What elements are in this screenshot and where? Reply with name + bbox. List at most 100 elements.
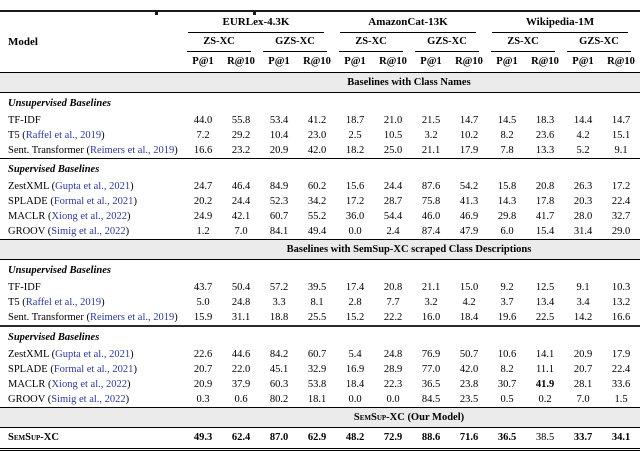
metric-header-p1: P@1: [572, 56, 594, 67]
value-cell: 84.1: [269, 226, 289, 237]
value-cell: 76.9: [421, 349, 441, 360]
value-cell: 15.4: [535, 226, 555, 237]
value-cell: 3.2: [424, 297, 438, 308]
value-cell: 87.4: [421, 226, 441, 237]
value-cell: 16.6: [611, 312, 631, 323]
value-cell: 48.2: [345, 432, 365, 443]
value-cell: 14.2: [573, 312, 593, 323]
value-cell: 45.1: [269, 364, 289, 375]
value-cell: 84.5: [421, 394, 441, 405]
value-cell: 34.1: [611, 432, 631, 443]
value-cell: 84.9: [269, 181, 289, 192]
section-band: SemSup-XC (Our Model): [0, 407, 640, 428]
table-row: SPLADE (Formal et al., 2021) 20.7 22.0 45.1…: [0, 362, 640, 377]
group-subheader: Unsupervised Baselines: [8, 265, 111, 276]
value-cell: 87.0: [269, 432, 289, 443]
table-body: Baselines with Class Names Unsupervised B…: [0, 72, 640, 449]
value-cell: 17.9: [459, 145, 479, 156]
citation-link[interactable]: Simig et al., 2022: [51, 226, 126, 237]
citation-link[interactable]: Formal et al., 2021: [53, 364, 134, 375]
value-cell: 62.4: [231, 432, 251, 443]
value-cell: 15.9: [193, 312, 213, 323]
table-row: GROOV (Simig et al., 2022) 1.2 7.0 84.1 49.4…: [0, 224, 640, 240]
value-cell: 10.2: [459, 130, 479, 141]
value-cell: 2.5: [348, 130, 362, 141]
group-subheader: Supervised Baselines: [0, 325, 640, 347]
value-cell: 24.4: [231, 196, 251, 207]
metric-header-r10: R@10: [227, 56, 255, 67]
value-cell: 31.1: [231, 312, 251, 323]
setting-header-zsxc: ZS-XC: [184, 33, 260, 52]
value-cell: 24.4: [383, 181, 403, 192]
value-cell: 18.7: [345, 115, 365, 126]
citation-link[interactable]: Simig et al., 2022: [51, 394, 126, 405]
value-cell: 46.0: [421, 211, 441, 222]
value-cell: 10.4: [269, 130, 289, 141]
value-cell: 15.0: [459, 282, 479, 293]
value-cell: 31.4: [573, 226, 593, 237]
setting-header-row: ZS-XC GZS-XC ZS-XC GZS-XC ZS-XC GZS-XC: [0, 33, 640, 52]
value-cell: 15.1: [611, 130, 631, 141]
citation-link[interactable]: Xiong et al., 2022: [51, 211, 127, 222]
metric-header-r10: R@10: [303, 56, 331, 67]
value-cell: 6.0: [500, 226, 514, 237]
value-cell: 33.6: [611, 379, 631, 390]
citation-link[interactable]: Xiong et al., 2022: [51, 379, 127, 390]
value-cell: 20.9: [193, 379, 213, 390]
citation-link[interactable]: Reimers et al., 2019: [89, 312, 175, 323]
setting-header-zsxc: ZS-XC: [336, 33, 412, 52]
setting-header-zsxc: ZS-XC: [488, 33, 564, 52]
value-cell: 22.2: [383, 312, 403, 323]
value-cell: 71.6: [459, 432, 479, 443]
citation-link[interactable]: Gupta et al., 2021: [55, 181, 131, 192]
citation-link[interactable]: Raffel et al., 2019: [25, 297, 102, 308]
value-cell: 0.3: [196, 394, 210, 405]
value-cell: 10.3: [611, 282, 631, 293]
value-cell: 49.4: [307, 226, 327, 237]
citation-link[interactable]: Raffel et al., 2019: [25, 130, 102, 141]
citation-link[interactable]: Formal et al., 2021: [53, 196, 134, 207]
value-cell: 9.1: [614, 145, 628, 156]
value-cell: 15.8: [497, 181, 517, 192]
metric-header-p1: P@1: [496, 56, 518, 67]
value-cell: 20.3: [573, 196, 593, 207]
value-cell: 55.2: [307, 211, 327, 222]
model-cell: ZestXML (Gupta et al., 2021): [8, 181, 134, 192]
value-cell: 60.7: [307, 349, 327, 360]
table-header: Model EURLex-4.3K AmazonCat-13K Wikipedi…: [0, 11, 640, 73]
value-cell: 39.5: [307, 282, 327, 293]
value-cell: 14.5: [497, 115, 517, 126]
value-cell: 16.9: [345, 364, 365, 375]
citation-link[interactable]: Reimers et al., 2019: [89, 145, 175, 156]
value-cell: 21.1: [421, 145, 441, 156]
value-cell: 49.3: [193, 432, 213, 443]
value-cell: 37.9: [231, 379, 251, 390]
value-cell: 84.2: [269, 349, 289, 360]
value-cell: 57.2: [269, 282, 289, 293]
citation-link[interactable]: Gupta et al., 2021: [55, 349, 131, 360]
value-cell: 22.4: [611, 196, 631, 207]
table-row: ZestXML (Gupta et al., 2021) 22.6 44.6 84.2…: [0, 347, 640, 362]
value-cell: 18.3: [535, 115, 555, 126]
value-cell: 50.4: [231, 282, 251, 293]
model-cell: SPLADE (Formal et al., 2021): [8, 364, 137, 375]
value-cell: 54.2: [459, 181, 479, 192]
value-cell: 17.9: [611, 349, 631, 360]
model-cell: T5 (Raffel et al., 2019): [8, 297, 105, 308]
value-cell: 72.9: [383, 432, 403, 443]
value-cell: 42.1: [231, 211, 251, 222]
model-column-header: Model: [8, 35, 38, 48]
value-cell: 4.2: [576, 130, 590, 141]
value-cell: 42.0: [307, 145, 327, 156]
value-cell: 20.9: [269, 145, 289, 156]
metric-header-p1: P@1: [268, 56, 290, 67]
value-cell: 19.6: [497, 312, 517, 323]
cropped-text-mark: [253, 12, 256, 15]
group-subheader-row: Supervised Baselines: [0, 158, 640, 179]
value-cell: 44.6: [231, 349, 251, 360]
dataset-header-row: Model EURLex-4.3K AmazonCat-13K Wikipedi…: [0, 11, 640, 48]
value-cell: 28.0: [573, 211, 593, 222]
value-cell: 52.3: [269, 196, 289, 207]
value-cell: 23.6: [535, 130, 555, 141]
value-cell: 3.7: [500, 297, 514, 308]
